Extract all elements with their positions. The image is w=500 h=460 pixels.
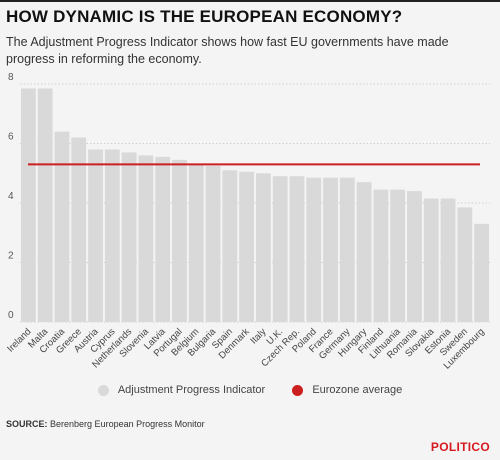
bar <box>407 191 422 322</box>
source-text: Berenberg European Progress Monitor <box>50 419 205 429</box>
bar <box>373 189 389 322</box>
bar <box>272 176 288 322</box>
bar <box>104 149 120 322</box>
chart-subtitle: The Adjustment Progress Indicator shows … <box>6 35 449 66</box>
bar <box>121 152 137 322</box>
y-tick-label: 6 <box>8 132 14 143</box>
bar <box>172 159 187 322</box>
bar <box>88 149 103 322</box>
x-tick-label: Italy <box>248 326 268 346</box>
source-label: SOURCE: <box>6 419 48 429</box>
bar <box>306 177 322 322</box>
bar <box>339 177 355 322</box>
chart-title: HOW DYNAMIC IS THE EUROPEAN ECONOMY? <box>6 7 403 26</box>
source-note: SOURCE: Berenberg European Progress Moni… <box>6 419 205 429</box>
brand-logo: POLITICO <box>430 440 490 454</box>
bar <box>289 176 305 322</box>
bar <box>457 207 473 322</box>
bar <box>21 88 36 323</box>
y-tick-label: 8 <box>8 72 14 83</box>
y-tick-label: 2 <box>8 251 14 262</box>
bar <box>71 137 87 322</box>
bar <box>356 182 372 322</box>
bar <box>155 156 171 322</box>
legend-item-series: Adjustment Progress Indicator <box>97 384 266 397</box>
bar <box>138 155 154 322</box>
legend-item-average: Eurozone average <box>292 384 402 396</box>
bar <box>222 170 238 322</box>
bar <box>390 189 406 322</box>
legend-swatch-series <box>97 384 109 396</box>
bar <box>323 177 338 322</box>
top-rule <box>0 0 500 2</box>
bar <box>256 173 271 322</box>
y-tick-label: 4 <box>8 191 14 202</box>
bar <box>205 165 221 322</box>
bar <box>474 223 489 322</box>
bar <box>440 198 456 322</box>
bar-chart: 02468IrelandMaltaCroatiaGreeceAustriaCyp… <box>5 72 490 371</box>
legend-swatch-average <box>292 384 304 396</box>
bar <box>54 131 70 322</box>
legend: Adjustment Progress Indicator Eurozone a… <box>0 384 500 396</box>
bar <box>188 164 204 322</box>
bar <box>37 88 53 323</box>
legend-label-average: Eurozone average <box>312 384 403 397</box>
legend-label-series: Adjustment Progress Indicator <box>117 384 266 397</box>
bar <box>423 198 439 322</box>
bar <box>239 171 254 322</box>
y-tick-label: 0 <box>8 310 14 321</box>
